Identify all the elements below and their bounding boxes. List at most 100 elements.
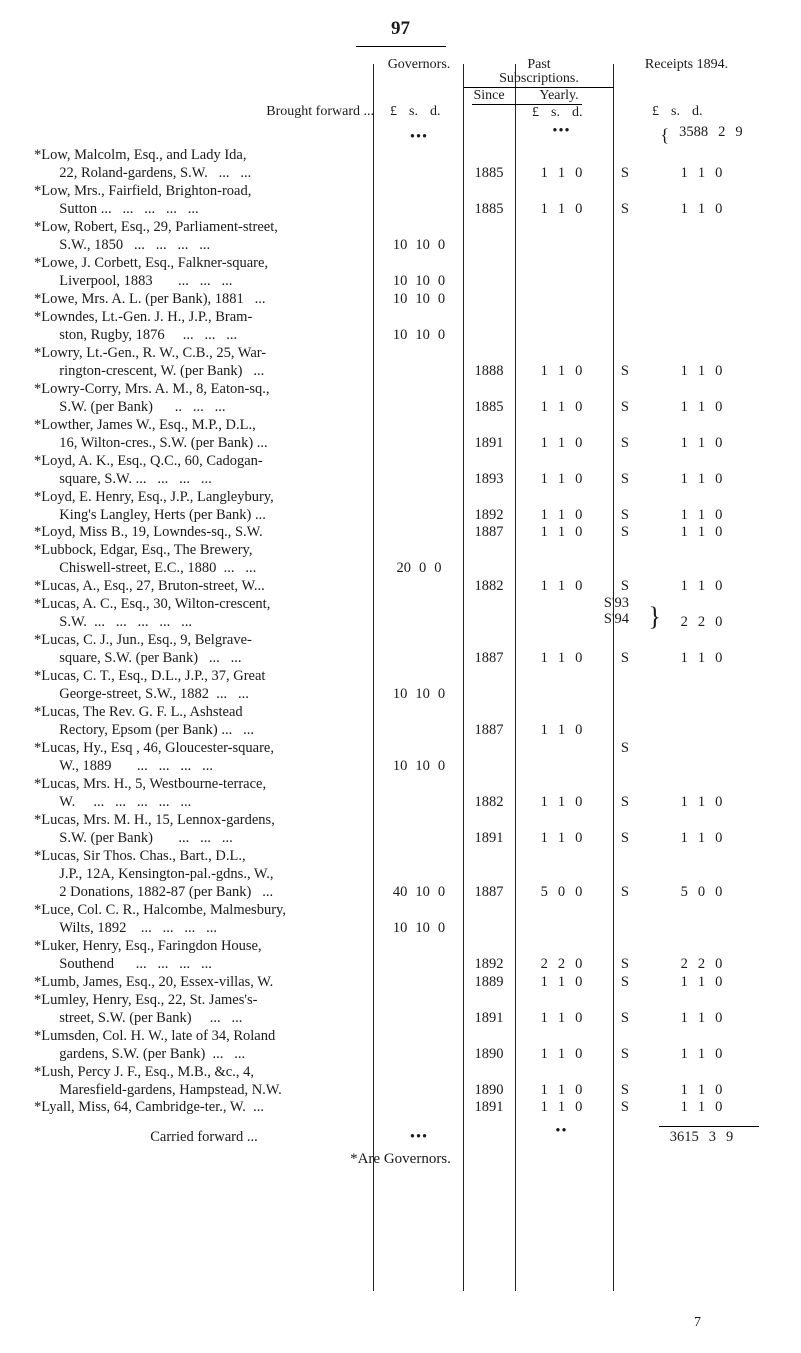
yearly-amount: 110	[514, 1010, 609, 1028]
ledger-entry: *Lubbock, Edgar, Esq., The Brewery, Chis…	[34, 542, 767, 578]
ledger-entry: *Luce, Col. C. R., Halcombe, Malmesbury,…	[34, 902, 767, 938]
yearly-amount: 110	[514, 471, 609, 489]
carried-forward-label: Carried forward ...	[150, 1129, 258, 1145]
receipt-letter: S	[621, 524, 629, 542]
entry-desc-line: *Lumley, Henry, Esq., 22, St. James's-	[34, 992, 374, 1010]
yearly-amount: 110	[514, 399, 609, 417]
receipt-letter: S'93 S'94	[604, 596, 629, 626]
entry-desc-line: *Low, Malcolm, Esq., and Lady Ida,	[34, 147, 374, 165]
receipt-amount: 110	[614, 650, 759, 668]
entry-desc-line: *Loyd, Miss B., 19, Lowndes-sq., S.W.	[34, 524, 374, 542]
governor-amount: 40100	[374, 884, 464, 902]
header-governors: Governors.	[374, 57, 464, 87]
entry-desc-line: *Luker, Henry, Esq., Faringdon House,	[34, 938, 374, 956]
receipt-amount: 110	[614, 399, 759, 417]
ledger-entry: *Lumb, James, Esq., 20, Essex-villas, W.…	[34, 974, 767, 992]
yearly-amount: 110	[514, 507, 609, 525]
entry-desc-line: *Lucas, Mrs. H., 5, Westbourne-terrace,	[34, 776, 374, 794]
ledger-entry: *Loyd, E. Henry, Esq., J.P., Langleybury…	[34, 489, 767, 525]
yearly-amount: 110	[514, 1046, 609, 1064]
receipt-amount: 110	[614, 1010, 759, 1028]
entry-desc-line: Wilts, 1892 ... ... ... ...	[34, 920, 374, 938]
ledger-entry: *Lush, Percy J. F., Esq., M.B., &c., 4, …	[34, 1064, 767, 1100]
ledger-entry: *Lowry-Corry, Mrs. A. M., 8, Eaton-sq., …	[34, 381, 767, 417]
header-row-2: Since Yearly.	[34, 87, 767, 104]
ledger-entry: *Lowe, Mrs. A. L. (per Bank), 1881 ...10…	[34, 291, 767, 309]
brought-forward-label: Brought forward ...	[266, 104, 374, 119]
column-rule	[373, 64, 374, 1291]
entry-desc-line: S.W., 1850 ... ... ... ...	[34, 237, 374, 255]
bf-rec-s: 2	[718, 124, 725, 146]
entry-desc-line: Southend ... ... ... ...	[34, 956, 374, 974]
receipt-letter: S	[621, 507, 629, 525]
governor-amount: 10100	[374, 291, 464, 309]
yearly-amount: 110	[514, 201, 609, 219]
receipt-letter: S	[621, 740, 629, 758]
entry-desc-line: 22, Roland-gardens, S.W. ... ...	[34, 165, 374, 183]
ledger-entry: *Lucas, The Rev. G. F. L., Ashstead Rect…	[34, 704, 767, 740]
header-row-1: Governors. Past Subscriptions. Receipts …	[34, 57, 767, 87]
entry-desc-line: S.W. (per Bank) ... ... ...	[34, 830, 374, 848]
receipt-amount: 220	[614, 614, 759, 632]
entry-desc-line: *Lucas, A. C., Esq., 30, Wilton-crescent…	[34, 596, 374, 614]
since-year: 1882	[464, 578, 514, 596]
entry-desc-line: square, S.W. (per Bank) ... ...	[34, 650, 374, 668]
entry-desc-line: J.P., 12A, Kensington-pal.-gdns., W.,	[34, 866, 374, 884]
entry-desc-line: King's Langley, Herts (per Bank) ...	[34, 507, 374, 525]
carried-forward-row: Carried forward ... ••• •• 3615 3 9	[34, 1123, 767, 1147]
receipt-amount: 110	[614, 1046, 759, 1064]
brought-forward-row: ••• ••• { 3588 2 9	[34, 123, 767, 147]
hdr-sub-l: £	[532, 105, 539, 121]
entry-desc-line: *Loyd, A. K., Esq., Q.C., 60, Cadogan-	[34, 453, 374, 471]
entry-desc-line: *Lush, Percy J. F., Esq., M.B., &c., 4,	[34, 1064, 374, 1082]
ledger-entry: *Lucas, A. C., Esq., 30, Wilton-crescent…	[34, 596, 767, 632]
since-year: 1887	[464, 524, 514, 542]
entry-desc-line: Sutton ... ... ... ... ...	[34, 201, 374, 219]
since-year: 1891	[464, 1099, 514, 1117]
yearly-amount: 220	[514, 956, 609, 974]
yearly-amount: 110	[514, 578, 609, 596]
cf-rec-s: 3	[709, 1129, 716, 1147]
since-year: 1891	[464, 435, 514, 453]
entry-desc-line: *Lucas, Mrs. M. H., 15, Lennox-gardens,	[34, 812, 374, 830]
ledger-entry: *Loyd, Miss B., 19, Lowndes-sq., S.W. 188…	[34, 524, 767, 542]
since-year: 1887	[464, 650, 514, 668]
ledger-entry: *Lowry, Lt.-Gen., R. W., C.B., 25, War- …	[34, 345, 767, 381]
bf-rec-l: 3588	[679, 124, 708, 146]
ledger-entry: *Lumsden, Col. H. W., late of 34, Roland…	[34, 1028, 767, 1064]
since-year: 1891	[464, 830, 514, 848]
signature-mark: 7	[694, 1315, 701, 1331]
entry-desc-line: *Lowry, Lt.-Gen., R. W., C.B., 25, War-	[34, 345, 374, 363]
receipt-amount: 220	[614, 956, 759, 974]
entry-desc-line: 2 Donations, 1882-87 (per Bank) ...	[34, 884, 374, 902]
yearly-amount: 110	[514, 1099, 609, 1117]
hdr-rec-d: d.	[692, 104, 703, 121]
ledger-entry: *Lowe, J. Corbett, Esq., Falkner-square,…	[34, 255, 767, 291]
money-header-row: Brought forward ... £ s. d. £ s. d. £ s.…	[34, 104, 767, 121]
bf-sub-dots: •••	[514, 123, 609, 141]
ledger-entry: *Lucas, Sir Thos. Chas., Bart., D.L., J.…	[34, 848, 767, 902]
entry-desc-line: *Lubbock, Edgar, Esq., The Brewery,	[34, 542, 374, 560]
receipt-amount: 110	[614, 1099, 759, 1117]
bf-rec-d: 9	[735, 124, 742, 146]
since-year: 1885	[464, 399, 514, 417]
ledger-entry: *Lumley, Henry, Esq., 22, St. James's- s…	[34, 992, 767, 1028]
entry-desc-line: *Lyall, Miss, 64, Cambridge-ter., W. ...	[34, 1099, 374, 1117]
receipt-letter: S	[621, 578, 629, 596]
governor-amount: 10100	[374, 273, 464, 291]
entry-desc-line: gardens, S.W. (per Bank) ... ...	[34, 1046, 374, 1064]
since-year: 1892	[464, 956, 514, 974]
footer-note: *Are Governors.	[34, 1151, 767, 1168]
receipt-amount: 110	[614, 830, 759, 848]
yearly-amount: 110	[514, 974, 609, 992]
yearly-amount: 110	[514, 1082, 609, 1100]
entry-desc-line: S.W. ... ... ... ... ...	[34, 614, 374, 632]
receipt-amount: 110	[614, 578, 759, 596]
governor-amount: 2000	[374, 560, 464, 578]
entry-desc-line: ston, Rugby, 1876 ... ... ...	[34, 327, 374, 345]
receipt-amount: 110	[614, 363, 759, 381]
ledger-entry: *Loyd, A. K., Esq., Q.C., 60, Cadogan- s…	[34, 453, 767, 489]
brace-icon: }	[649, 608, 661, 626]
yearly-amount: 110	[514, 524, 609, 542]
receipt-amount: 110	[614, 1082, 759, 1100]
